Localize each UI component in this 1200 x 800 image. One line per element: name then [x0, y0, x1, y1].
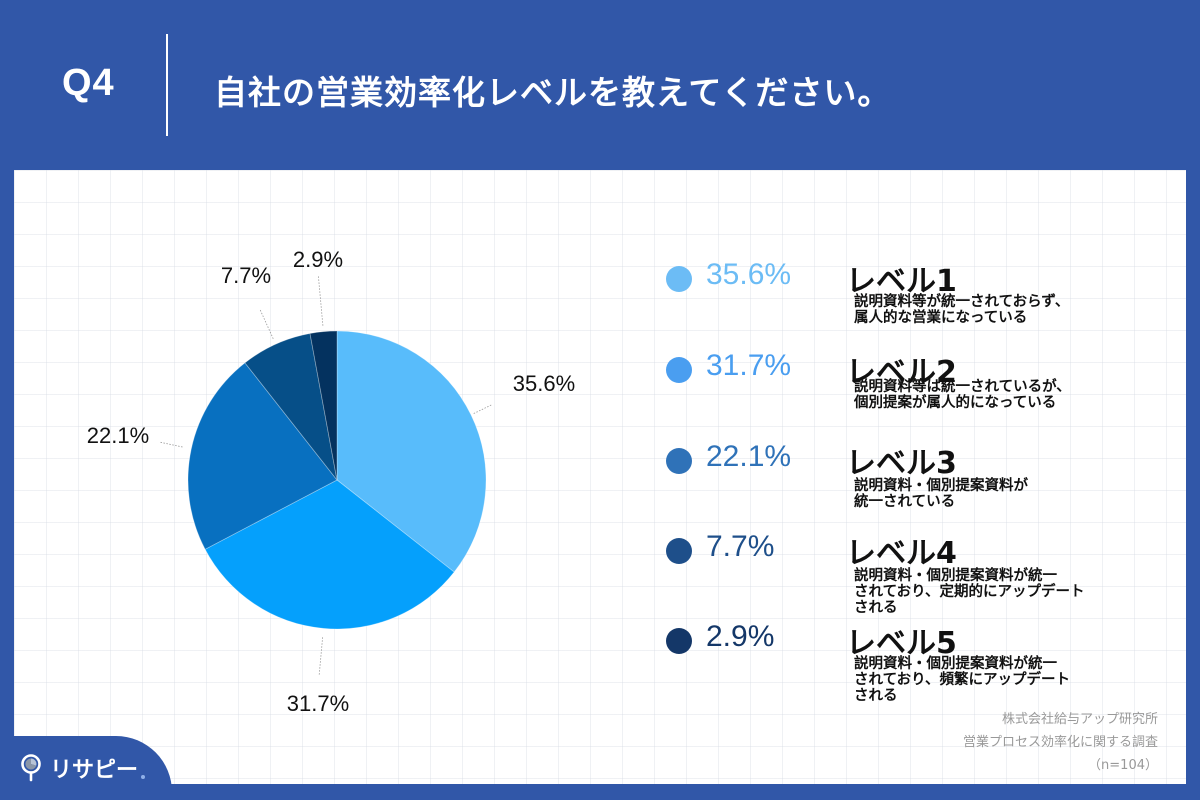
header: Q4 自社の営業効率化レベルを教えてください。: [0, 0, 1200, 170]
legend-dot-icon: [666, 448, 692, 474]
pie-value-label: 35.6%: [512, 371, 576, 396]
legend-percent: 7.7%: [706, 530, 775, 563]
legend-dot-icon: [666, 628, 692, 654]
legend-dot-icon: [666, 538, 692, 564]
magnifier-pin-icon: [21, 754, 41, 782]
question-number: Q4: [62, 62, 115, 104]
leader-line: [159, 441, 183, 448]
brand-name: リサピー: [50, 758, 139, 783]
pie-slice: [336, 330, 487, 573]
legend-level: レベル5: [846, 626, 957, 661]
brand-dot: [141, 775, 146, 779]
pie-slice: [187, 362, 338, 550]
pie-slice: [204, 479, 455, 630]
legend-percent: 35.6%: [706, 258, 792, 291]
source-sample-size: （n=104）: [1088, 758, 1158, 773]
legend-percent: 22.1%: [706, 440, 792, 473]
legend-percent: 2.9%: [706, 620, 775, 653]
pie-value-label: 7.7%: [220, 263, 272, 288]
pie-slice: [244, 333, 338, 481]
brand-logo: リサピー: [20, 752, 146, 784]
legend-dot-icon: [666, 357, 692, 383]
legend-description: 説明資料等は統一されているが、 個別提案が属人的になっている: [854, 379, 1071, 411]
pie-slice: [309, 330, 338, 481]
legend-level: レベル1: [846, 264, 957, 299]
pie-value-label: 2.9%: [292, 247, 344, 272]
legend-dot-icon: [666, 266, 692, 292]
source-survey: 営業プロセス効率化に関する調査: [962, 735, 1158, 750]
legend-description: 説明資料・個別提案資料が統一 されており、頻繁にアップデート される: [854, 656, 1071, 704]
legend-level: レベル4: [846, 536, 957, 571]
header-divider: [166, 34, 168, 136]
legend-description: 説明資料・個別提案資料が 統一されている: [854, 478, 1028, 510]
legend-level: レベル2: [846, 355, 957, 390]
leader-line: [317, 275, 324, 326]
pie-value-label: 22.1%: [86, 423, 150, 448]
leader-line: [259, 308, 274, 339]
legend-description: 説明資料・個別提案資料が統一 されており、定期的にアップデート される: [854, 568, 1085, 616]
legend-description: 説明資料等が統一されておらず、 属人的な営業になっている: [854, 294, 1070, 326]
chart-card: 35.6% 31.7% 22.1% 7.7% 2.9% 35.6% レベル1 説明資料等…: [14, 170, 1186, 784]
leader-line: [318, 637, 324, 676]
pie-value-label: 31.7%: [286, 691, 350, 716]
question-title: 自社の営業効率化レベルを教えてください。: [214, 73, 892, 112]
source-company: 株式会社給与アップ研究所: [1001, 712, 1158, 727]
leader-line: [473, 404, 493, 414]
legend-level: レベル3: [846, 446, 957, 481]
source-note: 株式会社給与アップ研究所 営業プロセス効率化に関する調査 （n=104）: [963, 708, 1158, 777]
legend-percent: 31.7%: [706, 349, 792, 382]
pie-chart: [159, 275, 493, 676]
